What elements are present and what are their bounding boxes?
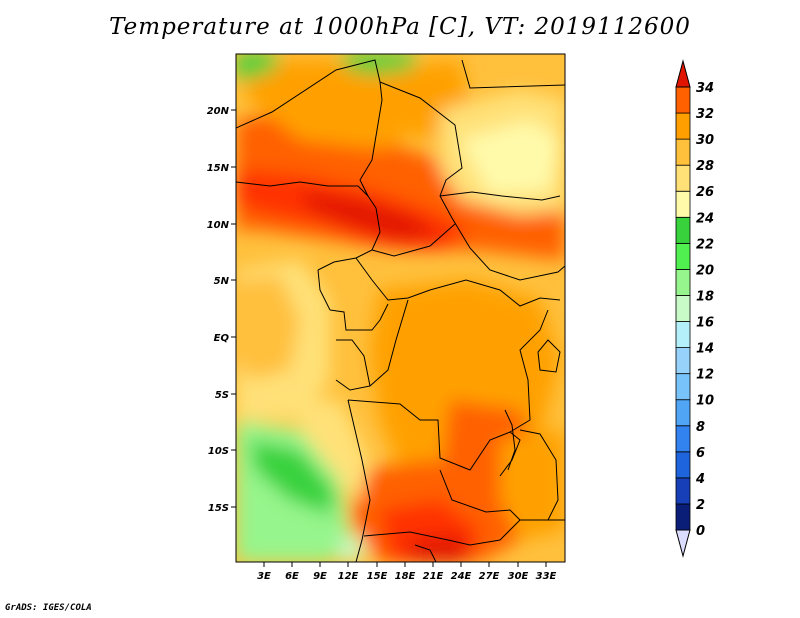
colorbar-segment xyxy=(675,216,691,244)
lon-label-9e: 9E xyxy=(313,571,327,582)
lat-label-10s: 10S xyxy=(208,446,229,457)
colorbar-level-label: 20 xyxy=(696,263,714,278)
lat-label-eq: EQ xyxy=(214,333,230,344)
colorbar-level-label: 18 xyxy=(696,289,714,304)
colorbar-level-label: 0 xyxy=(696,524,705,539)
lon-label-3e: 3E xyxy=(257,571,271,582)
country-borders xyxy=(236,59,565,562)
lat-label-15s: 15S xyxy=(208,503,229,514)
lon-label-21e: 21E xyxy=(423,571,444,582)
colorbar-level-label: 4 xyxy=(695,472,705,487)
lon-label-6e: 6E xyxy=(285,571,299,582)
lon-label-24e: 24E xyxy=(451,571,472,582)
colorbar-level-label: 16 xyxy=(696,316,714,331)
colorbar-level-label: 10 xyxy=(696,394,714,409)
lon-label-33e: 33E xyxy=(536,571,557,582)
colorbar-segment xyxy=(675,295,691,322)
colorbar-under-arrow xyxy=(675,529,691,558)
temperature-field xyxy=(236,54,565,562)
colorbar-segment xyxy=(675,242,691,270)
map-frame xyxy=(235,53,566,563)
lat-label-10n: 10N xyxy=(207,220,230,231)
lon-label-12e: 12E xyxy=(338,571,359,582)
colorbar-segment xyxy=(675,425,691,453)
longitude-axis: 3E 6E 9E 12E 15E 18E 21E 24E 27E 30E 33E xyxy=(257,562,557,582)
colorbar-segment xyxy=(675,373,691,401)
colorbar-segment xyxy=(675,269,691,296)
colorbar-level-label: 32 xyxy=(696,107,714,122)
colorbar-segment xyxy=(675,451,691,479)
colorbar-segment xyxy=(675,86,691,114)
lat-label-5s: 5S xyxy=(215,390,229,401)
latitude-axis: 20N 15N 10N 5N EQ 5S 10S 15S xyxy=(207,106,236,514)
colorbar-segment xyxy=(675,321,691,348)
colorbar-segment xyxy=(675,399,691,427)
grads-credit: GrADS: IGES/COLA xyxy=(5,603,92,613)
colorbar-segment xyxy=(675,138,691,166)
colorbar-segment xyxy=(675,112,691,140)
colorbar-segment xyxy=(675,347,691,375)
lon-label-27e: 27E xyxy=(479,571,500,582)
colorbar-level-label: 12 xyxy=(696,368,714,383)
colorbar-level-label: 22 xyxy=(696,237,714,252)
lat-label-5n: 5N xyxy=(214,276,230,287)
colorbar-level-label: 34 xyxy=(696,81,714,96)
colorbar-level-label: 24 xyxy=(696,211,714,226)
colorbar-level-label: 6 xyxy=(696,446,705,461)
colorbar-segment xyxy=(675,477,691,505)
colorbar-level-label: 30 xyxy=(696,133,714,148)
colorbar-segment xyxy=(675,164,691,192)
lon-label-18e: 18E xyxy=(395,571,416,582)
colorbar-segment xyxy=(675,190,691,218)
map-title: Temperature at 1000hPa [C], VT: 20191126… xyxy=(109,14,691,40)
lon-label-15e: 15E xyxy=(367,571,388,582)
colorbar-segment xyxy=(675,503,691,531)
lat-label-15n: 15N xyxy=(207,163,230,174)
lon-label-30e: 30E xyxy=(508,571,529,582)
colorbar-over-arrow xyxy=(675,59,691,88)
colorbar-level-label: 8 xyxy=(696,420,705,435)
colorbar-level-label: 26 xyxy=(696,185,714,200)
lat-label-20n: 20N xyxy=(207,106,230,117)
colorbar-level-label: 2 xyxy=(696,498,705,513)
colorbar-level-label: 14 xyxy=(696,342,714,357)
colorbar-level-label: 28 xyxy=(696,159,714,174)
